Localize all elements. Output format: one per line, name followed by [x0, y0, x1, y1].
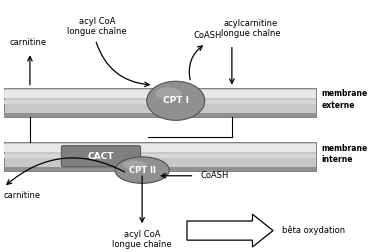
- Text: acyl CoA
longue chaîne: acyl CoA longue chaîne: [67, 17, 127, 36]
- Bar: [4, 113, 316, 116]
- Text: CACT: CACT: [88, 152, 114, 161]
- Text: CoASH: CoASH: [193, 31, 222, 40]
- Text: bêta oxydation: bêta oxydation: [282, 226, 346, 235]
- Bar: [4, 88, 316, 116]
- Text: carnitine: carnitine: [9, 38, 47, 47]
- Bar: [4, 144, 316, 152]
- Bar: [4, 154, 316, 158]
- Bar: [4, 100, 316, 104]
- Text: carnitine: carnitine: [4, 191, 41, 200]
- Ellipse shape: [147, 81, 205, 120]
- Text: CoASH: CoASH: [200, 171, 229, 180]
- Text: acyl CoA
longue chaîne: acyl CoA longue chaîne: [112, 230, 172, 249]
- Text: CPT II: CPT II: [129, 166, 156, 175]
- Text: acylcarnitine
longue chaîne: acylcarnitine longue chaîne: [221, 19, 280, 39]
- Text: CPT I: CPT I: [163, 96, 189, 105]
- Ellipse shape: [115, 157, 169, 183]
- Text: membrane
interne: membrane interne: [322, 144, 368, 164]
- Ellipse shape: [122, 161, 147, 169]
- Ellipse shape: [155, 88, 181, 99]
- FancyBboxPatch shape: [61, 146, 141, 167]
- Bar: [4, 90, 316, 98]
- Text: membrane
externe: membrane externe: [322, 89, 368, 110]
- Polygon shape: [187, 214, 273, 247]
- Bar: [4, 142, 316, 171]
- Bar: [4, 167, 316, 171]
